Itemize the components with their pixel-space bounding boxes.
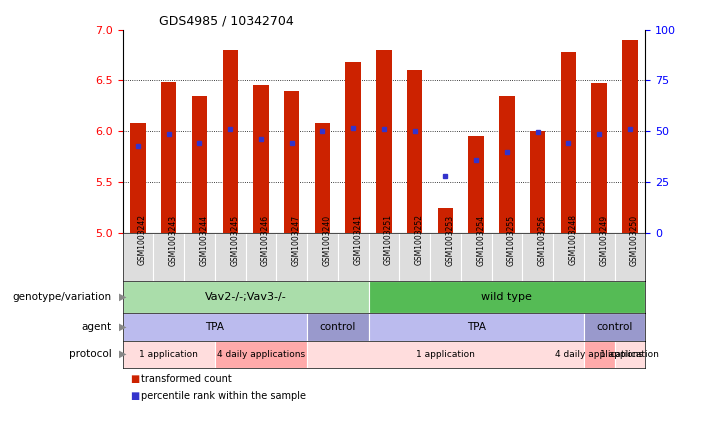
Bar	[368, 313, 584, 341]
Text: 1 application: 1 application	[139, 350, 198, 359]
Text: ▶: ▶	[119, 322, 126, 332]
Text: ▶: ▶	[119, 349, 126, 359]
Bar	[530, 131, 545, 233]
Bar	[315, 123, 330, 233]
Bar	[192, 96, 207, 233]
Bar	[307, 341, 584, 368]
Bar	[253, 85, 269, 233]
Bar	[499, 96, 515, 233]
Bar	[215, 233, 246, 281]
Bar	[345, 62, 361, 233]
Text: ■: ■	[130, 390, 139, 401]
Bar	[561, 52, 576, 233]
Text: transformed count: transformed count	[141, 374, 231, 384]
Bar	[123, 341, 215, 368]
Text: 1 application: 1 application	[601, 350, 660, 359]
Text: 4 daily applications: 4 daily applications	[217, 350, 305, 359]
Text: Vav2-/-;Vav3-/-: Vav2-/-;Vav3-/-	[205, 292, 286, 302]
Bar	[614, 233, 645, 281]
Text: control: control	[596, 322, 633, 332]
Text: GSM1003254: GSM1003254	[476, 214, 485, 266]
Text: GSM1003240: GSM1003240	[322, 214, 332, 266]
Bar	[307, 233, 338, 281]
Text: TPA: TPA	[205, 322, 224, 332]
Bar	[368, 233, 399, 281]
Bar	[399, 233, 430, 281]
Text: 4 daily applications: 4 daily applications	[555, 350, 643, 359]
Bar	[223, 50, 238, 233]
Bar	[438, 208, 453, 233]
Bar	[584, 233, 614, 281]
Bar	[284, 91, 299, 233]
Text: ■: ■	[130, 374, 139, 384]
Bar	[338, 233, 368, 281]
Bar	[407, 70, 423, 233]
Bar	[553, 233, 584, 281]
Text: control: control	[319, 322, 356, 332]
Text: GSM1003253: GSM1003253	[446, 214, 454, 266]
Text: GSM1003256: GSM1003256	[538, 214, 547, 266]
Text: GSM1003248: GSM1003248	[568, 214, 578, 266]
Text: protocol: protocol	[69, 349, 112, 359]
Text: GSM1003252: GSM1003252	[415, 214, 424, 266]
Bar	[184, 233, 215, 281]
Bar	[461, 233, 492, 281]
Text: GSM1003247: GSM1003247	[292, 214, 301, 266]
Text: 1 application: 1 application	[416, 350, 475, 359]
Bar	[376, 50, 392, 233]
Bar	[276, 233, 307, 281]
Text: GSM1003251: GSM1003251	[384, 214, 393, 266]
Bar	[591, 83, 607, 233]
Text: agent: agent	[81, 322, 112, 332]
Bar	[614, 341, 645, 368]
Text: GSM1003246: GSM1003246	[261, 214, 270, 266]
Bar	[131, 123, 146, 233]
Text: GSM1003245: GSM1003245	[230, 214, 239, 266]
Bar	[123, 233, 154, 281]
Text: GSM1003255: GSM1003255	[507, 214, 516, 266]
Bar	[246, 233, 276, 281]
Bar	[522, 233, 553, 281]
Bar	[215, 341, 307, 368]
Bar	[584, 313, 645, 341]
Text: percentile rank within the sample: percentile rank within the sample	[141, 390, 306, 401]
Bar	[161, 82, 177, 233]
Text: GDS4985 / 10342704: GDS4985 / 10342704	[159, 14, 293, 27]
Text: GSM1003244: GSM1003244	[200, 214, 208, 266]
Bar	[123, 281, 368, 313]
Text: GSM1003243: GSM1003243	[169, 214, 177, 266]
Bar	[307, 313, 368, 341]
Text: genotype/variation: genotype/variation	[13, 292, 112, 302]
Text: TPA: TPA	[466, 322, 486, 332]
Bar	[123, 313, 307, 341]
Text: GSM1003249: GSM1003249	[599, 214, 609, 266]
Text: GSM1003242: GSM1003242	[138, 214, 147, 266]
Text: ▶: ▶	[119, 292, 126, 302]
Text: wild type: wild type	[482, 292, 532, 302]
Bar	[622, 40, 637, 233]
Bar	[154, 233, 184, 281]
Bar	[430, 233, 461, 281]
Text: GSM1003250: GSM1003250	[630, 214, 639, 266]
Bar	[584, 341, 614, 368]
Bar	[368, 281, 645, 313]
Bar	[492, 233, 522, 281]
Bar	[469, 136, 484, 233]
Text: GSM1003241: GSM1003241	[353, 214, 362, 266]
